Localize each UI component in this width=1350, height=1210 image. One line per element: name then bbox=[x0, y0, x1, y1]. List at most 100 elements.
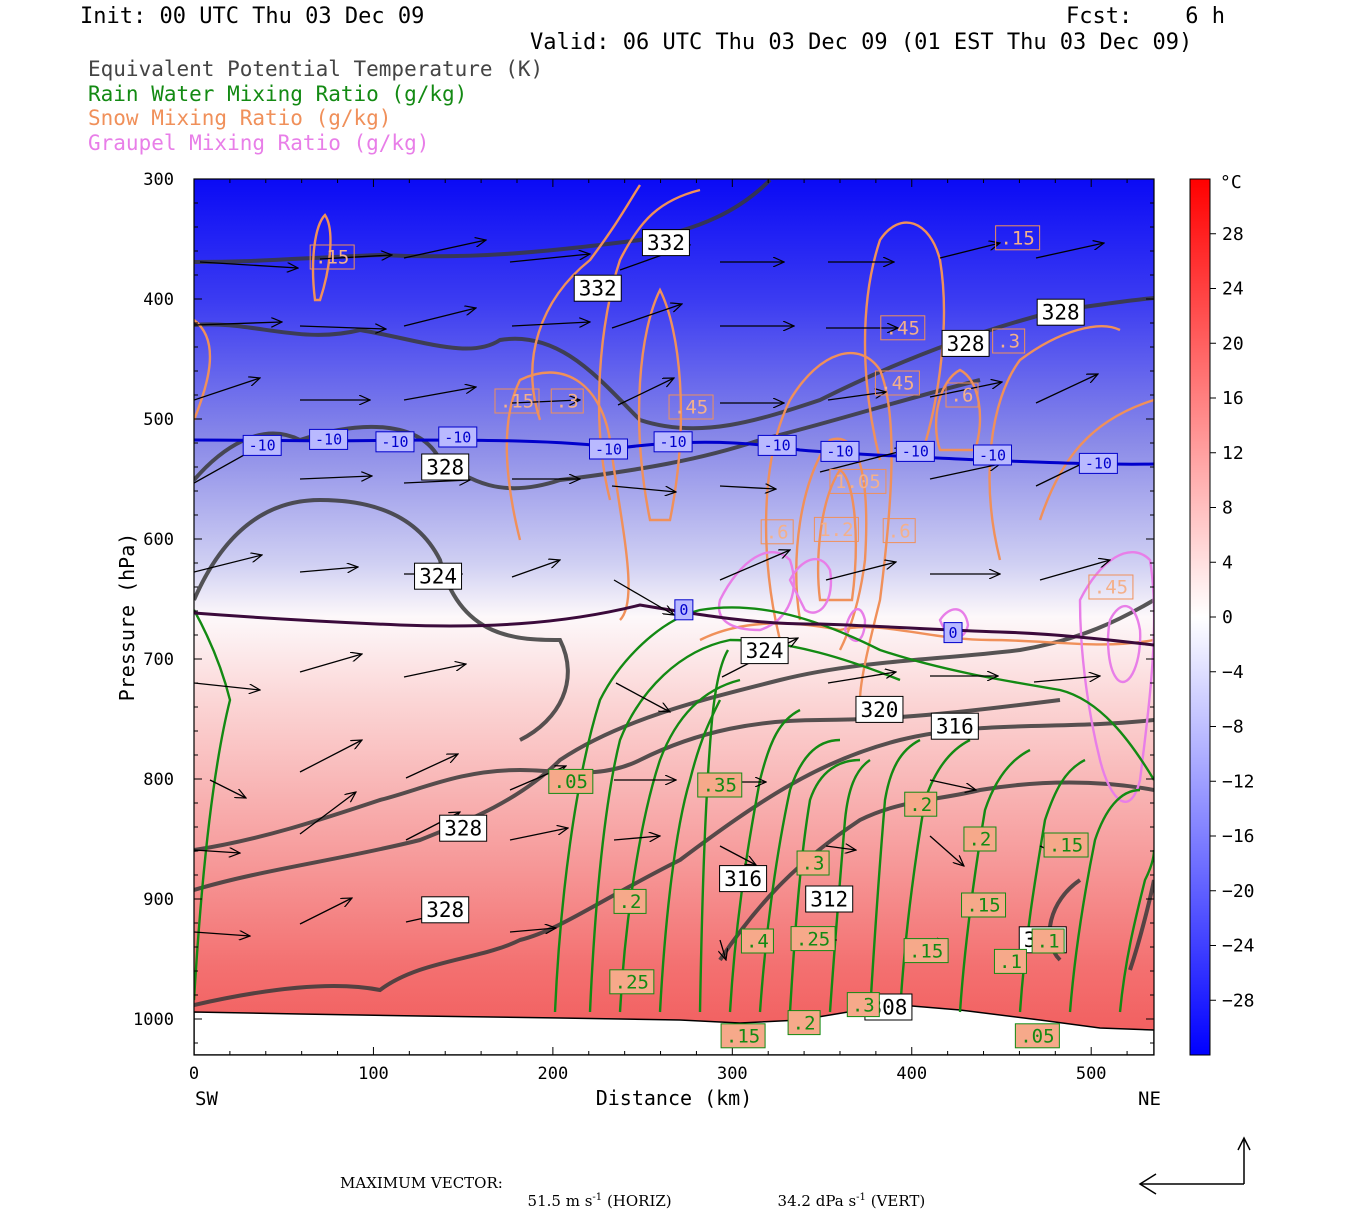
colorbar-tick-label: 16 bbox=[1222, 388, 1244, 409]
rain-label: .15 bbox=[726, 1025, 760, 1047]
rain-label: .05 bbox=[1020, 1025, 1054, 1047]
snow-label: .6 bbox=[951, 385, 974, 407]
x-tick-label: 0 bbox=[189, 1064, 199, 1084]
rain-label-box bbox=[1014, 1023, 1060, 1049]
isotherm-label: -10 bbox=[249, 437, 276, 455]
theta-e-label-box bbox=[573, 274, 622, 302]
rain-label-box bbox=[548, 768, 594, 794]
wind-vectors bbox=[194, 240, 1110, 960]
legend-rain: Rain Water Mixing Ratio (g/kg) bbox=[88, 82, 468, 106]
rain-label-box bbox=[787, 1010, 821, 1036]
init-time: Init: 00 UTC Thu 03 Dec 09 bbox=[80, 4, 425, 29]
snow-label-box bbox=[813, 516, 859, 542]
snow-label: .3 bbox=[556, 391, 579, 413]
y-tick-label: 300 bbox=[143, 170, 174, 190]
isotherm-label: -10 bbox=[595, 440, 622, 458]
snow-label-box bbox=[668, 394, 714, 420]
snow-label-box bbox=[992, 328, 1026, 354]
snow-label-box bbox=[880, 315, 926, 341]
rain-label-box bbox=[963, 826, 997, 852]
isotherm-label: -10 bbox=[381, 433, 408, 451]
snow-label-box bbox=[995, 225, 1041, 251]
rain-label-box bbox=[1031, 928, 1065, 954]
theta-e-label-box bbox=[719, 865, 768, 893]
isotherm-label: -10 bbox=[826, 443, 853, 461]
y-tick-label: 600 bbox=[143, 530, 174, 550]
theta-e-label-box bbox=[421, 453, 470, 481]
snow-label-box bbox=[494, 388, 540, 414]
y-axis-label: Pressure (hPa) bbox=[115, 533, 139, 702]
legend-snow: Snow Mixing Ratio (g/kg) bbox=[88, 106, 392, 130]
snow-label-box bbox=[882, 518, 916, 544]
colorbar-unit: °C bbox=[1220, 172, 1242, 193]
snow-label: .45 bbox=[880, 373, 914, 395]
plot-frame bbox=[193, 178, 1155, 1056]
colorbar-tick-label: 24 bbox=[1222, 279, 1244, 300]
x-tick-label: 100 bbox=[358, 1064, 389, 1084]
isotherm-label-box bbox=[674, 599, 694, 621]
theta-e-label-box bbox=[941, 329, 990, 357]
legend-graupel: Graupel Mixing Ratio (g/kg) bbox=[88, 131, 430, 155]
theta-e-label-box bbox=[930, 712, 979, 740]
colorbar-tick-label: 8 bbox=[1222, 498, 1233, 519]
rain-label-box bbox=[961, 892, 1007, 918]
rain-label-box bbox=[720, 1023, 766, 1049]
theta-e-label-box bbox=[1036, 298, 1085, 326]
max-vector-horiz: 51.5 m s-1 (HORIZ) bbox=[518, 1174, 672, 1210]
isotherm-label-box bbox=[820, 440, 860, 462]
rain-label: .4 bbox=[746, 931, 769, 953]
colorbar-tick-label: −24 bbox=[1222, 936, 1255, 957]
colorbar-tick-label: −4 bbox=[1222, 662, 1244, 683]
isotherm-label: -10 bbox=[444, 428, 471, 446]
forecast-hour: Fcst: 6 h bbox=[1066, 4, 1225, 29]
colorbar-tick-label: −12 bbox=[1222, 771, 1255, 792]
rain-label: .2 bbox=[619, 891, 642, 913]
rain-label-box bbox=[740, 928, 774, 954]
rain-label-box bbox=[846, 992, 880, 1018]
valid-time: Valid: 06 UTC Thu 03 Dec 09 (01 EST Thu … bbox=[530, 30, 1193, 55]
snow-label: .45 bbox=[1094, 577, 1128, 599]
isotherm-label-box bbox=[653, 431, 693, 453]
rain-label-box bbox=[903, 938, 949, 964]
max-vector-vert-tag: (VERT) bbox=[870, 1192, 926, 1210]
theta-e-label: 316 bbox=[724, 867, 762, 891]
legend-theta-e: Equivalent Potential Temperature (K) bbox=[88, 57, 544, 81]
colorbar-tick-label: 4 bbox=[1222, 552, 1233, 573]
rain-label-box bbox=[613, 888, 647, 914]
x-tick-label: 500 bbox=[1076, 1064, 1107, 1084]
rain-label: .2 bbox=[968, 829, 991, 851]
colorbar-tick-label: −28 bbox=[1222, 990, 1255, 1011]
rain-label: .1 bbox=[1037, 931, 1060, 953]
rain-label: .15 bbox=[1049, 835, 1083, 857]
theta-e-label: 328 bbox=[444, 817, 482, 841]
theta-e-label-box bbox=[439, 814, 488, 842]
x-end-right: NE bbox=[1138, 1088, 1161, 1110]
y-tick-label: 400 bbox=[143, 290, 174, 310]
snow-label-box bbox=[760, 519, 794, 545]
isotherm-label-box bbox=[438, 426, 478, 448]
isotherm-label-box bbox=[895, 440, 935, 462]
isotherm-label: -10 bbox=[1085, 455, 1112, 473]
y-tick-label: 1000 bbox=[133, 1010, 174, 1030]
isotherm-label-box bbox=[375, 431, 415, 453]
max-vector-vert-exp: -1 bbox=[856, 1192, 866, 1203]
theta-e-label-box bbox=[805, 885, 854, 913]
isotherm-label: 0 bbox=[679, 601, 688, 619]
isotherm-label: -10 bbox=[902, 443, 929, 461]
isotherm-label: -10 bbox=[660, 433, 687, 451]
x-tick-label: 200 bbox=[538, 1064, 569, 1084]
colorbar-tick-label: 12 bbox=[1222, 443, 1244, 464]
theta-e-label: 320 bbox=[860, 698, 898, 722]
theta-e-label: 328 bbox=[1042, 301, 1080, 325]
reference-vector bbox=[1138, 1136, 1251, 1195]
rain-label-box bbox=[609, 969, 655, 995]
rain-label: .1 bbox=[999, 951, 1022, 973]
snow-label: 1.05 bbox=[835, 471, 881, 493]
rain-label-box bbox=[1043, 832, 1089, 858]
theta-e-label-box bbox=[421, 896, 470, 924]
snow-label-box bbox=[945, 382, 979, 408]
theta-e-label-box bbox=[641, 229, 690, 257]
theta-e-label: 332 bbox=[647, 231, 685, 255]
x-axis-label: Distance (km) bbox=[596, 1086, 753, 1110]
snow-label: .15 bbox=[1000, 227, 1034, 249]
